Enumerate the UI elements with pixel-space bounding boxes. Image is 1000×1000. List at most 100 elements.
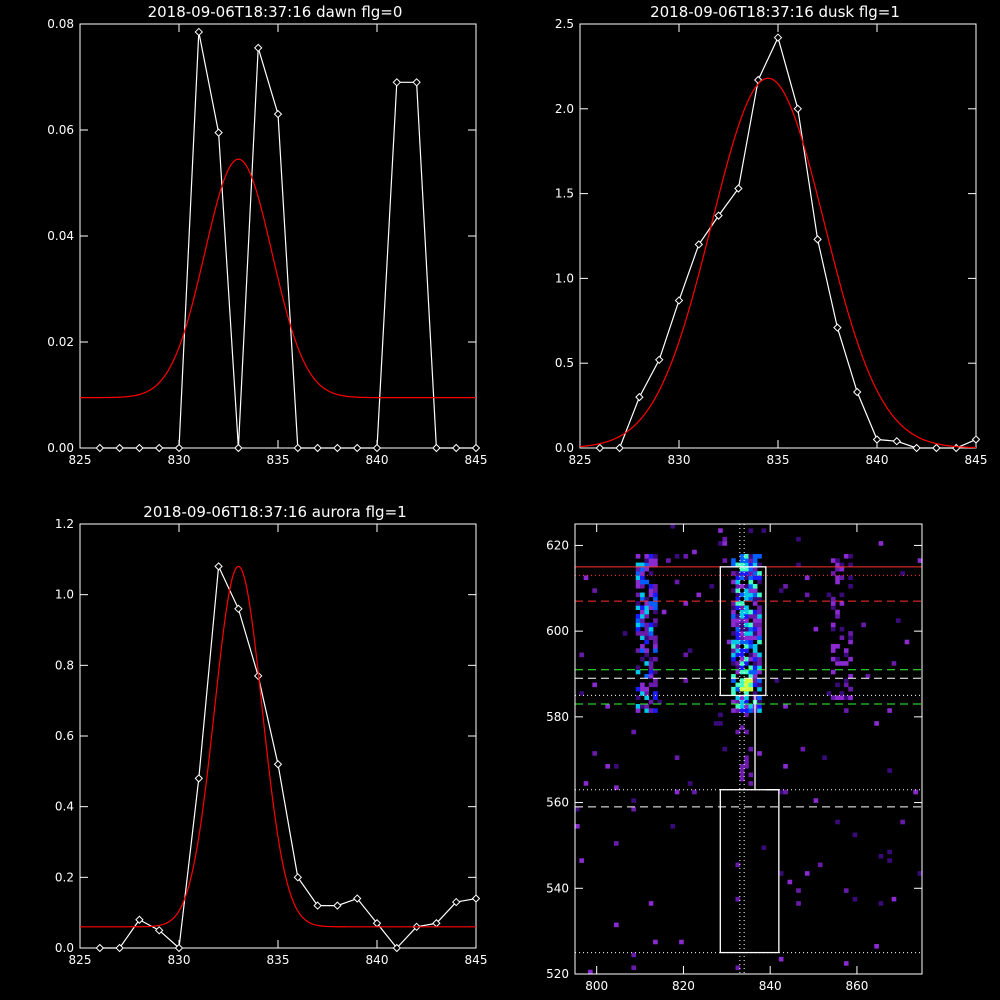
heatmap-cell xyxy=(739,708,745,713)
heatmap-cell xyxy=(640,596,645,602)
heatmap-cell xyxy=(648,699,654,705)
heatmap-cell xyxy=(744,695,749,701)
y-tick-label: 0.5 xyxy=(555,356,574,370)
heatmap-cell xyxy=(640,618,645,623)
heatmap-cell xyxy=(657,699,663,705)
data-point xyxy=(293,873,303,882)
heatmap-cell xyxy=(640,686,645,692)
heatmap-cell xyxy=(648,682,654,688)
y-tick-label: 580 xyxy=(546,710,569,724)
heatmap-cell xyxy=(653,605,658,611)
heatmap-cell xyxy=(744,644,749,649)
heatmap-cell xyxy=(653,669,658,675)
heatmap-cell xyxy=(661,609,667,615)
heatmap-cell xyxy=(735,579,741,585)
heatmap-cell xyxy=(739,614,745,619)
heatmap-cell xyxy=(718,528,723,533)
heatmap-cell xyxy=(731,622,736,628)
x-tick-label: 845 xyxy=(465,953,488,967)
heatmap-cell xyxy=(752,691,758,696)
heatmap-cell xyxy=(752,644,758,649)
heatmap-cell xyxy=(635,704,641,709)
heatmap-cell xyxy=(605,764,610,769)
data-point xyxy=(635,392,644,402)
heatmap-cell xyxy=(739,605,745,611)
heatmap-cell xyxy=(648,635,654,641)
heatmap-cell xyxy=(752,601,758,606)
heatmap-cell xyxy=(583,575,589,581)
data-point xyxy=(412,78,421,87)
heatmap-cell xyxy=(839,695,845,701)
heatmap-cell xyxy=(648,588,654,593)
heatmap-cell xyxy=(735,596,741,602)
heatmap-cell xyxy=(731,631,736,636)
heatmap-cell xyxy=(783,764,788,769)
heatmap-cell xyxy=(635,622,641,628)
heatmap-cell xyxy=(796,536,801,542)
heatmap-cell xyxy=(731,656,736,662)
heatmap-cell xyxy=(748,558,754,563)
heatmap-cell xyxy=(583,781,589,786)
heatmap-cell xyxy=(735,571,741,576)
heatmap-cell xyxy=(575,806,580,812)
heatmap-cell xyxy=(644,601,650,606)
data-point xyxy=(392,78,402,87)
heatmap-cell xyxy=(796,888,801,893)
y-tick-label: 2.5 xyxy=(555,17,574,31)
heatmap-cell xyxy=(653,588,658,593)
heatmap-cell xyxy=(757,678,762,683)
heatmap-cell xyxy=(687,781,693,786)
heatmap-cell xyxy=(735,648,741,653)
heatmap-cell xyxy=(757,579,762,585)
heatmap-cell xyxy=(748,592,754,598)
heatmap-cell xyxy=(744,592,749,598)
data-point xyxy=(833,323,842,332)
heatmap-cell xyxy=(644,631,650,636)
heatmap-cell xyxy=(744,584,749,589)
heatmap-cell xyxy=(904,639,910,645)
heatmap-cell xyxy=(739,665,745,671)
heatmap-cell xyxy=(752,588,758,593)
heatmap-cell xyxy=(757,751,762,756)
heatmap-cell xyxy=(748,656,754,662)
heatmap-cell xyxy=(830,558,836,563)
y-tick-label: 1.5 xyxy=(555,187,574,201)
heatmap-cell xyxy=(674,789,680,795)
heatmap-cell xyxy=(739,656,745,662)
heatmap-cell xyxy=(839,691,845,696)
heatmap-cell xyxy=(748,584,754,589)
heatmap-cell xyxy=(735,661,741,666)
heatmap-cell xyxy=(748,588,754,593)
heatmap-cell xyxy=(778,789,784,795)
heatmap-cell xyxy=(644,691,650,696)
heatmap-cell xyxy=(744,678,749,683)
heatmap-cell xyxy=(739,566,745,572)
heatmap-cell xyxy=(739,609,745,615)
heatmap-cell xyxy=(635,686,641,692)
heatmap-cell xyxy=(605,704,610,709)
heatmap-cell xyxy=(744,588,749,593)
heatmap-cell xyxy=(735,605,741,611)
data-point xyxy=(615,443,624,453)
heatmap-cell xyxy=(839,592,845,598)
heatmap-cell xyxy=(687,648,693,653)
data-point xyxy=(115,943,124,953)
heatmap-cell xyxy=(653,554,658,559)
data-point xyxy=(333,901,342,910)
heatmap-cell xyxy=(744,712,749,718)
y-tick-label: 0.00 xyxy=(47,441,74,455)
heatmap-cell xyxy=(644,652,650,658)
heatmap-cell xyxy=(653,644,658,649)
heatmap-cell xyxy=(752,584,758,589)
heatmap-cell xyxy=(757,669,762,675)
data-series-line xyxy=(99,564,477,950)
data-point xyxy=(115,443,124,453)
heatmap-cell xyxy=(635,626,641,632)
y-tick-label: 600 xyxy=(546,624,569,638)
heatmap-cell xyxy=(640,566,645,572)
heatmap-cell xyxy=(835,579,840,585)
y-tick-label: 0.0 xyxy=(555,441,574,455)
heatmap-cell xyxy=(731,652,736,658)
heatmap-cell xyxy=(826,691,832,696)
heatmap-cell xyxy=(843,695,849,701)
